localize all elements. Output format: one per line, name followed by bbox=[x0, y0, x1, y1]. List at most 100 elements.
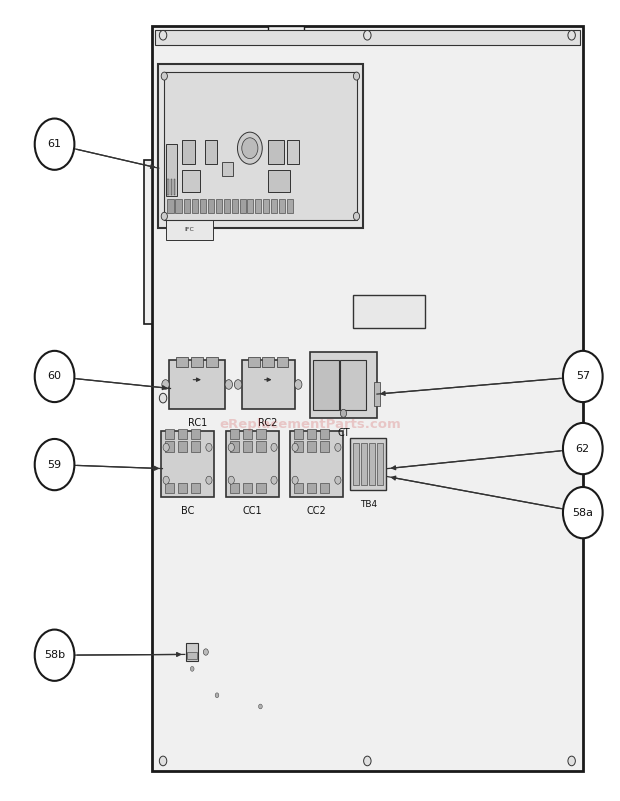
Bar bbox=[182, 140, 195, 164]
Text: CC1: CC1 bbox=[243, 506, 262, 516]
Bar bbox=[287, 140, 299, 164]
Bar bbox=[167, 199, 174, 213]
Circle shape bbox=[335, 476, 341, 484]
Circle shape bbox=[206, 443, 212, 452]
Circle shape bbox=[563, 487, 603, 538]
Bar bbox=[247, 199, 253, 213]
Bar bbox=[191, 483, 200, 493]
Circle shape bbox=[242, 138, 258, 159]
Bar bbox=[353, 443, 359, 485]
Bar bbox=[208, 199, 214, 213]
Bar bbox=[178, 429, 187, 439]
Circle shape bbox=[228, 476, 234, 484]
Bar bbox=[257, 483, 265, 493]
Circle shape bbox=[237, 132, 262, 164]
Circle shape bbox=[353, 212, 360, 220]
Text: TB4: TB4 bbox=[360, 500, 377, 509]
Bar bbox=[178, 441, 187, 452]
Bar bbox=[248, 357, 260, 367]
Text: 58a: 58a bbox=[572, 508, 593, 517]
Bar bbox=[353, 295, 425, 328]
Bar bbox=[310, 352, 377, 418]
Bar bbox=[167, 179, 169, 195]
Bar bbox=[216, 199, 222, 213]
Circle shape bbox=[292, 443, 298, 452]
Bar bbox=[158, 64, 363, 228]
Bar bbox=[205, 140, 217, 164]
Bar bbox=[165, 429, 174, 439]
Bar bbox=[165, 483, 174, 493]
Circle shape bbox=[271, 476, 277, 484]
Circle shape bbox=[161, 72, 167, 80]
Circle shape bbox=[215, 693, 219, 698]
Circle shape bbox=[353, 72, 360, 80]
Bar bbox=[144, 159, 152, 324]
Bar bbox=[232, 199, 238, 213]
Bar bbox=[226, 431, 279, 497]
Circle shape bbox=[228, 443, 234, 452]
Circle shape bbox=[363, 756, 371, 766]
Text: 58b: 58b bbox=[44, 650, 65, 660]
Bar bbox=[243, 429, 252, 439]
Text: 60: 60 bbox=[48, 372, 61, 381]
Bar bbox=[191, 441, 200, 452]
Bar bbox=[321, 441, 329, 452]
Bar bbox=[242, 360, 294, 409]
Bar bbox=[307, 429, 316, 439]
Text: 62: 62 bbox=[576, 444, 590, 453]
Circle shape bbox=[234, 380, 242, 389]
Bar bbox=[313, 360, 339, 410]
Circle shape bbox=[163, 443, 169, 452]
Circle shape bbox=[159, 393, 167, 403]
Bar bbox=[191, 429, 200, 439]
Text: RC2: RC2 bbox=[259, 418, 278, 428]
Circle shape bbox=[568, 30, 575, 40]
Bar bbox=[294, 441, 303, 452]
Circle shape bbox=[225, 380, 232, 389]
Text: 57: 57 bbox=[576, 372, 590, 381]
Bar bbox=[186, 643, 198, 661]
Bar bbox=[152, 26, 583, 771]
Circle shape bbox=[35, 119, 74, 170]
Circle shape bbox=[163, 476, 169, 484]
Circle shape bbox=[563, 351, 603, 402]
Bar bbox=[257, 429, 265, 439]
Bar bbox=[257, 441, 265, 452]
Bar bbox=[240, 199, 246, 213]
Circle shape bbox=[190, 666, 194, 671]
Bar bbox=[230, 441, 239, 452]
Circle shape bbox=[35, 630, 74, 681]
Bar bbox=[164, 72, 356, 220]
Bar bbox=[268, 26, 304, 40]
Bar bbox=[268, 170, 290, 192]
Bar bbox=[191, 357, 203, 367]
Bar bbox=[206, 357, 218, 367]
Bar bbox=[361, 443, 367, 485]
Bar bbox=[222, 162, 233, 176]
Bar bbox=[175, 199, 182, 213]
Bar bbox=[165, 441, 174, 452]
Bar bbox=[294, 429, 303, 439]
Text: RC1: RC1 bbox=[187, 418, 207, 428]
Bar bbox=[166, 144, 177, 196]
Circle shape bbox=[563, 423, 603, 474]
Bar bbox=[340, 360, 366, 410]
Circle shape bbox=[363, 30, 371, 40]
Circle shape bbox=[206, 476, 212, 484]
Bar bbox=[350, 438, 386, 490]
Bar bbox=[182, 170, 200, 192]
Circle shape bbox=[259, 704, 262, 709]
Circle shape bbox=[568, 756, 575, 766]
Text: eReplacementParts.com: eReplacementParts.com bbox=[219, 418, 401, 431]
Circle shape bbox=[292, 476, 298, 484]
Bar bbox=[192, 199, 198, 213]
Bar bbox=[307, 483, 316, 493]
Bar bbox=[263, 199, 269, 213]
Text: CT: CT bbox=[337, 428, 350, 437]
Bar bbox=[224, 199, 230, 213]
Bar bbox=[369, 443, 375, 485]
Bar bbox=[200, 199, 206, 213]
Bar bbox=[166, 218, 213, 240]
Bar bbox=[377, 443, 383, 485]
Bar bbox=[243, 441, 252, 452]
